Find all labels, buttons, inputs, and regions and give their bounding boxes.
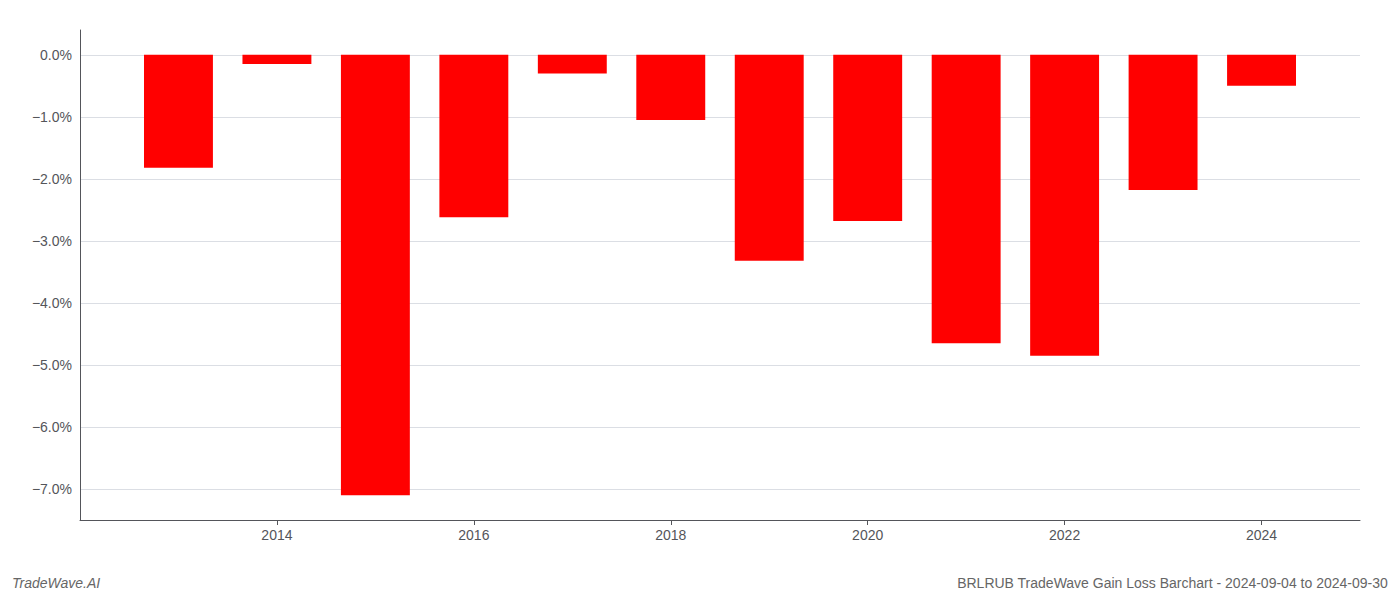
svg-text:−3.0%: −3.0% [32,233,72,249]
svg-text:−1.0%: −1.0% [32,109,72,125]
svg-text:2022: 2022 [1049,527,1080,543]
svg-text:−6.0%: −6.0% [32,419,72,435]
svg-text:2024: 2024 [1246,527,1277,543]
svg-text:0.0%: 0.0% [40,47,72,63]
svg-text:−2.0%: −2.0% [32,171,72,187]
svg-text:−7.0%: −7.0% [32,481,72,497]
svg-text:TradeWave.AI: TradeWave.AI [12,575,100,591]
svg-text:2014: 2014 [261,527,292,543]
svg-text:2016: 2016 [458,527,489,543]
svg-text:−5.0%: −5.0% [32,357,72,373]
svg-text:2018: 2018 [655,527,686,543]
svg-text:2020: 2020 [852,527,883,543]
svg-text:−4.0%: −4.0% [32,295,72,311]
svg-text:BRLRUB TradeWave Gain Loss Bar: BRLRUB TradeWave Gain Loss Barchart - 20… [957,575,1388,591]
